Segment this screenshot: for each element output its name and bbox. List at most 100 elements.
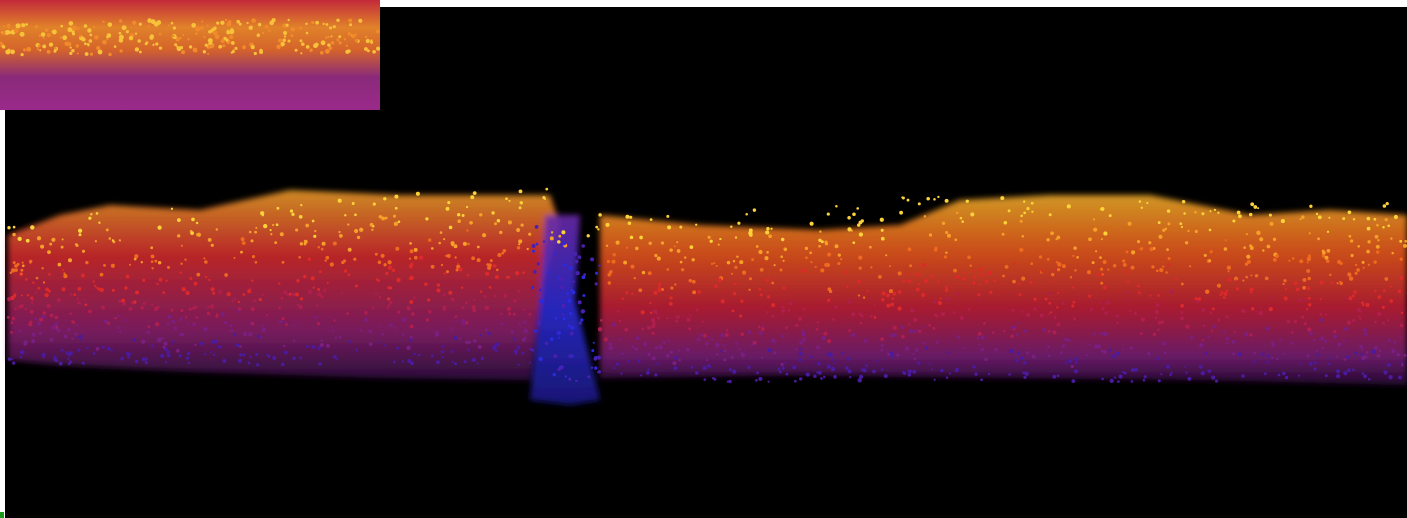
point: [1085, 354, 1088, 357]
point: [613, 367, 616, 370]
point: [1023, 329, 1028, 333]
point: [142, 301, 146, 305]
point: [141, 357, 146, 362]
point: [930, 274, 934, 279]
point: [141, 339, 146, 344]
point: [1008, 373, 1011, 376]
point: [1140, 206, 1143, 209]
point: [907, 323, 911, 326]
point: [1152, 332, 1157, 337]
point: [450, 350, 454, 353]
point: [251, 18, 256, 23]
point: [236, 19, 240, 24]
point: [1, 45, 6, 49]
point: [89, 39, 93, 43]
point: [523, 320, 527, 325]
point: [106, 321, 111, 325]
point: [1088, 343, 1091, 346]
point: [408, 257, 412, 260]
point: [440, 349, 444, 354]
point: [14, 268, 18, 272]
track-gap: [530, 215, 600, 405]
point: [674, 283, 677, 286]
point: [939, 297, 942, 300]
point: [1030, 262, 1034, 266]
point: [1115, 351, 1120, 356]
point: [967, 255, 971, 260]
point: [76, 52, 79, 55]
point: [629, 235, 634, 240]
point: [171, 340, 175, 344]
point: [309, 48, 313, 52]
point: [1377, 295, 1382, 299]
point: [1232, 219, 1236, 223]
point: [116, 314, 120, 318]
point: [714, 284, 718, 288]
point: [1295, 287, 1300, 292]
point: [464, 301, 468, 305]
point: [58, 361, 63, 366]
point: [660, 241, 665, 245]
point: [48, 42, 54, 47]
point: [710, 337, 714, 341]
point: [202, 50, 207, 54]
point: [517, 363, 520, 366]
point: [445, 270, 450, 274]
point: [1103, 231, 1108, 236]
point: [261, 293, 264, 296]
point: [941, 221, 946, 226]
point: [556, 331, 559, 334]
point: [707, 235, 711, 239]
point: [651, 331, 655, 335]
right-field: [600, 195, 1407, 385]
point: [1371, 349, 1376, 354]
point: [1148, 241, 1152, 245]
point: [1389, 285, 1392, 288]
point: [749, 277, 752, 281]
point: [847, 227, 852, 232]
point: [1270, 340, 1275, 345]
point: [708, 365, 712, 368]
point: [207, 306, 210, 309]
point: [955, 211, 959, 215]
point: [967, 307, 971, 311]
point: [1351, 294, 1355, 298]
point: [1367, 240, 1371, 244]
point: [851, 312, 856, 317]
point: [349, 23, 353, 27]
point: [413, 247, 418, 252]
point: [728, 367, 733, 372]
point: [1348, 234, 1352, 238]
point: [307, 257, 312, 261]
point: [144, 42, 148, 46]
point: [338, 336, 342, 339]
point: [987, 270, 992, 276]
point: [394, 194, 399, 199]
point: [497, 252, 502, 258]
point: [880, 228, 884, 232]
point: [409, 335, 413, 339]
point: [327, 35, 330, 39]
point: [924, 279, 929, 284]
point: [1377, 311, 1382, 317]
point: [557, 240, 561, 244]
point: [196, 272, 201, 277]
point: [522, 271, 525, 274]
point: [301, 42, 305, 46]
point: [370, 39, 373, 42]
point: [248, 25, 253, 30]
point: [397, 310, 401, 314]
point: [1029, 280, 1033, 285]
point: [795, 323, 799, 327]
point: [518, 243, 521, 246]
point: [443, 238, 446, 241]
point: [849, 375, 852, 379]
point: [378, 341, 381, 344]
point: [1235, 279, 1238, 282]
point: [469, 220, 473, 225]
point: [1384, 218, 1388, 222]
point: [298, 256, 301, 259]
point: [678, 358, 681, 362]
point: [1096, 344, 1101, 349]
point: [105, 228, 109, 232]
